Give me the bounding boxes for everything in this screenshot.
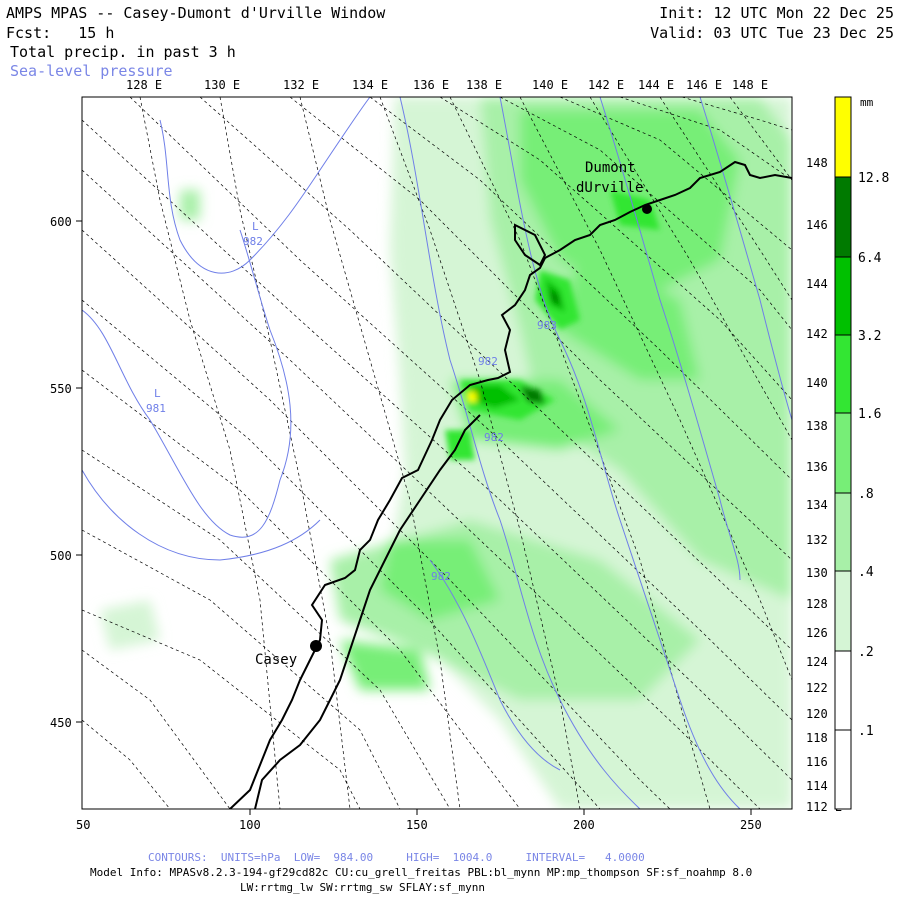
top-lon-labels: 128 E 130 E 132 E 134 E 136 E 138 E 140 … [126,78,768,92]
right-lat-label: 128 E [806,597,842,611]
left-axis-label: 500 [50,549,72,563]
pressure-value-5: 982 [484,431,504,444]
casey-station-marker [310,640,322,652]
left-axis-label: 550 [50,382,72,396]
pressure-labels: L 982 L 981 983 982 982 982 [146,220,557,583]
right-lat-label: 130 E [806,566,842,580]
low-marker-1: L [252,220,259,233]
top-lon-label: 146 E [686,78,722,92]
low-marker-2: L [154,387,161,400]
right-lat-label: 144 E [806,277,842,291]
right-lat-label: 114 E [806,779,842,793]
pressure-value-2: 981 [146,402,166,415]
right-lat-label: 132 E [806,533,842,547]
top-lon-label: 136 E [413,78,449,92]
legend-swatch [835,257,851,335]
right-lat-label: 126 E [806,626,842,640]
top-lon-label: 148 E [732,78,768,92]
model-info: Model Info: MPASv8.2.3-194-gf29cd82c CU:… [90,866,753,879]
pressure-value-6: 982 [431,570,451,583]
top-lon-label: 134 E [352,78,388,92]
color-legend: mm 12.8 6.4 3.2 1.6 .8 .4 .2 .1 [834,96,889,810]
legend-unit: mm [860,96,874,109]
right-lat-label: 112 E [806,800,842,814]
left-axis-label: 450 [50,716,72,730]
legend-swatch [835,335,851,413]
bottom-axis-label: 250 [740,818,762,832]
overlay-name: Sea-level pressure [10,62,173,80]
legend-swatch [835,177,851,257]
legend-swatch [835,493,851,571]
precip-map: Dumont dUrville Casey L 982 L 981 983 98… [50,78,889,832]
right-lat-label: 148 E [806,156,842,170]
right-lat-label: 122 E [806,681,842,695]
legend-label: 3.2 [858,329,881,344]
map-title: AMPS MPAS -- Casey-Dumont d'Urville Wind… [6,4,386,22]
right-lat-label: 116 E [806,755,842,769]
dumont-label-line1: Dumont [585,160,636,176]
legend-label: 12.8 [858,171,889,186]
pressure-value-3: 983 [537,319,557,332]
right-lat-label: 142 E [806,327,842,341]
left-axis: 600 550 500 450 [50,215,82,730]
field-name: Total precip. in past 3 h [10,43,236,61]
top-lon-label: 132 E [283,78,319,92]
dumont-durville-station-marker [642,204,652,214]
bottom-axis-label: 150 [406,818,428,832]
casey-label: Casey [255,652,297,668]
map-frame [81,96,793,810]
right-lat-label: 146 E [806,218,842,232]
right-lat-label: 118 E [806,731,842,745]
pressure-value-4: 982 [478,355,498,368]
bottom-axis-label: 50 [76,818,90,832]
legend-swatch [835,413,851,493]
init-time: Init: 12 UTC Mon 22 Dec 25 [659,4,894,22]
pressure-contours [82,97,792,809]
top-lon-label: 140 E [532,78,568,92]
top-lon-label: 142 E [588,78,624,92]
bottom-axis-label: 200 [573,818,595,832]
right-lat-label: 124 E [806,655,842,669]
pressure-value-1: 982 [243,235,263,248]
contour-info: CONTOURS: UNITS=hPa LOW= 984.00 HIGH= 10… [148,851,645,864]
right-lat-label: 140 E [806,376,842,390]
right-lat-label: 120 E [806,707,842,721]
top-lon-label: 138 E [466,78,502,92]
graticule [82,97,792,809]
dumont-label-line2: dUrville [576,180,643,196]
forecast-hour: Fcst: 15 h [6,24,115,42]
valid-time: Valid: 03 UTC Tue 23 Dec 25 [650,24,894,42]
legend-label: .4 [858,565,874,580]
left-axis-label: 600 [50,215,72,229]
scheme-info: LW:rrtmg_lw SW:rrtmg_sw SFLAY:sf_mynn [240,881,486,894]
legend-label: 1.6 [858,407,881,422]
legend-swatch [835,97,851,177]
bottom-axis-label: 100 [239,818,261,832]
legend-label: .1 [858,724,874,739]
coastline [229,160,792,809]
top-lon-label: 128 E [126,78,162,92]
top-lon-label: 130 E [204,78,240,92]
right-lat-labels: 148 E 146 E 144 E 142 E 140 E 138 E 136 … [806,156,842,814]
right-lat-label: 136 E [806,460,842,474]
bottom-axis: 50 100 150 200 250 [76,809,762,832]
legend-label: .8 [858,487,874,502]
right-lat-label: 138 E [806,419,842,433]
legend-label: 6.4 [858,251,882,266]
legend-swatch [835,571,851,651]
legend-label: .2 [858,645,874,660]
top-lon-label: 144 E [638,78,674,92]
right-lat-label: 134 E [806,498,842,512]
